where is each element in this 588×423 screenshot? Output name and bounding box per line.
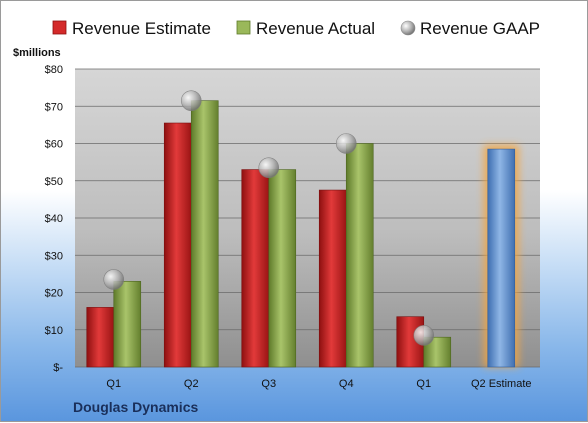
- gaap-point: [413, 325, 435, 346]
- estimate-bar: [86, 307, 115, 368]
- y-tick-label: $10: [45, 325, 63, 337]
- y-tick-label: $50: [45, 176, 63, 188]
- legend-swatch: [52, 20, 67, 35]
- gridlines: [75, 68, 540, 368]
- x-tick-label: Q2 Estimate: [471, 378, 532, 390]
- legend-swatch: [236, 20, 251, 35]
- x-axis: Q1 Q2 Q3 Q4 Q1 Q2 Estimate: [106, 378, 531, 390]
- y-tick-label: $40: [45, 213, 63, 225]
- y-axis-label: $millions: [13, 47, 61, 59]
- gaap-points: [103, 90, 435, 346]
- bars: [86, 100, 519, 368]
- legend-label: Revenue GAAP: [420, 19, 540, 38]
- legend: Revenue Estimate Revenue Actual Revenue GA…: [52, 19, 540, 38]
- actual-bar: [268, 169, 297, 368]
- estimate-bar: [241, 169, 270, 368]
- q2-estimate-bar: [487, 148, 516, 368]
- y-tick-label: $30: [45, 250, 63, 262]
- y-axis: $- $10 $20 $30 $40 $50 $60 $70 $80: [45, 64, 64, 374]
- x-tick-label: Q1: [106, 378, 121, 390]
- legend-label: Revenue Actual: [256, 19, 375, 38]
- x-tick-label: Q1: [416, 378, 431, 390]
- actual-bar: [345, 143, 374, 368]
- legend-label: Revenue Estimate: [72, 19, 211, 38]
- y-tick-label: $60: [45, 139, 63, 151]
- estimate-bar: [163, 122, 192, 368]
- actual-bar: [190, 100, 219, 368]
- gaap-point: [180, 90, 202, 111]
- gaap-point: [103, 269, 125, 290]
- y-tick-label: $-: [53, 362, 63, 374]
- y-tick-label: $70: [45, 101, 63, 113]
- y-tick-label: $20: [45, 288, 63, 300]
- gaap-point: [258, 157, 280, 179]
- x-tick-label: Q2: [184, 378, 199, 390]
- y-tick-label: $80: [45, 64, 63, 76]
- actual-bar: [113, 281, 142, 368]
- x-tick-label: Q4: [339, 378, 354, 390]
- gaap-point: [335, 133, 357, 154]
- company-name: Douglas Dynamics: [73, 399, 199, 415]
- estimate-bar: [318, 189, 347, 368]
- x-tick-label: Q3: [261, 378, 276, 390]
- legend-swatch: [400, 20, 416, 36]
